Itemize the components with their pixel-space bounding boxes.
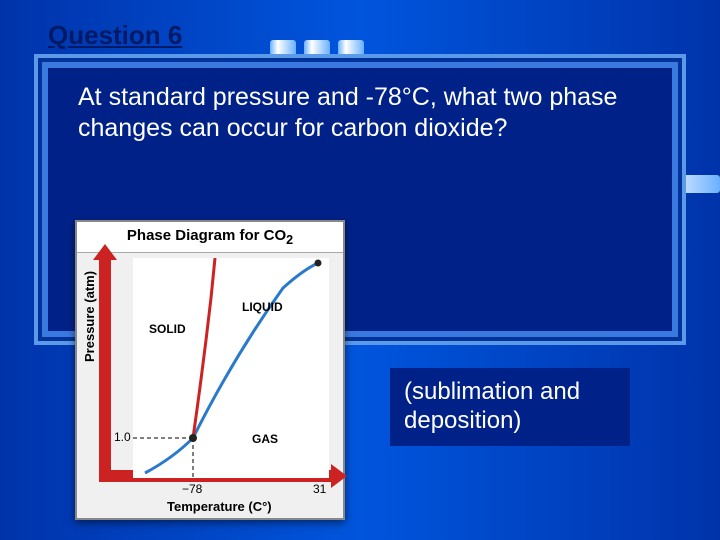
phase-diagram: Phase Diagram for CO2 SOLID LIQUID GAS 1… <box>75 220 345 520</box>
plot-area <box>133 258 329 478</box>
y-axis-label: Pressure (atm) <box>82 271 97 362</box>
answer-text: (sublimation and deposition) <box>404 378 616 436</box>
region-liquid: LIQUID <box>242 300 283 314</box>
decorative-bars-top <box>270 40 364 64</box>
answer-panel: (sublimation and deposition) <box>390 368 630 446</box>
x-axis-label: Temperature (C°) <box>167 499 272 514</box>
slide-title: Question 6 <box>48 20 182 51</box>
y-tick-1: 1.0 <box>114 430 131 444</box>
region-solid: SOLID <box>149 322 186 336</box>
y-axis-arrow <box>99 258 111 482</box>
phase-curves <box>133 258 329 478</box>
x-tick-right: 31 <box>313 482 326 496</box>
x-tick-left: −78 <box>182 482 202 496</box>
question-text: At standard pressure and -78°C, what two… <box>78 82 642 145</box>
region-gas: GAS <box>252 432 278 446</box>
